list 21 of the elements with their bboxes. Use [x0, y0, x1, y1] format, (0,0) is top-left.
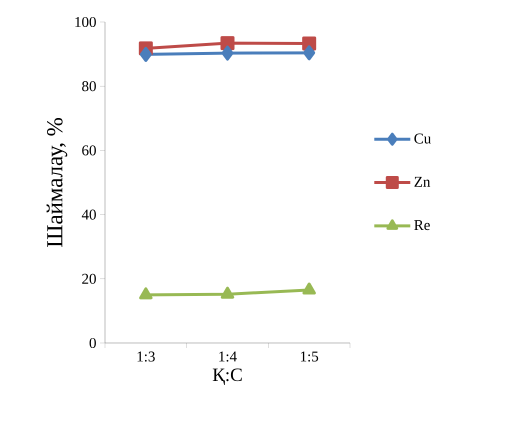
y-tick-label: 60	[82, 145, 96, 156]
y-tick-label: 40	[82, 210, 96, 220]
point	[302, 282, 316, 295]
point	[303, 45, 316, 60]
point	[220, 286, 234, 299]
legend-label: Re	[414, 220, 430, 230]
point	[220, 36, 234, 50]
y-tick-label: 0	[90, 338, 96, 348]
x-tick-label: 1:5	[300, 352, 318, 362]
point	[139, 287, 153, 300]
legend-label: Zn	[414, 176, 430, 187]
y-tick-label: 80	[82, 81, 96, 92]
y-axis-title: Шаймалау, %	[46, 118, 68, 248]
x-tick-label: 1:3	[138, 352, 155, 362]
point	[140, 46, 152, 62]
legend-label: Cu	[414, 134, 431, 144]
y-tick-label: 20	[82, 274, 96, 284]
point	[222, 46, 234, 61]
x-tick-label: 1:4	[219, 352, 237, 362]
y-tick-label: 100	[75, 16, 96, 28]
x-axis-title: Қ:С	[212, 368, 242, 386]
